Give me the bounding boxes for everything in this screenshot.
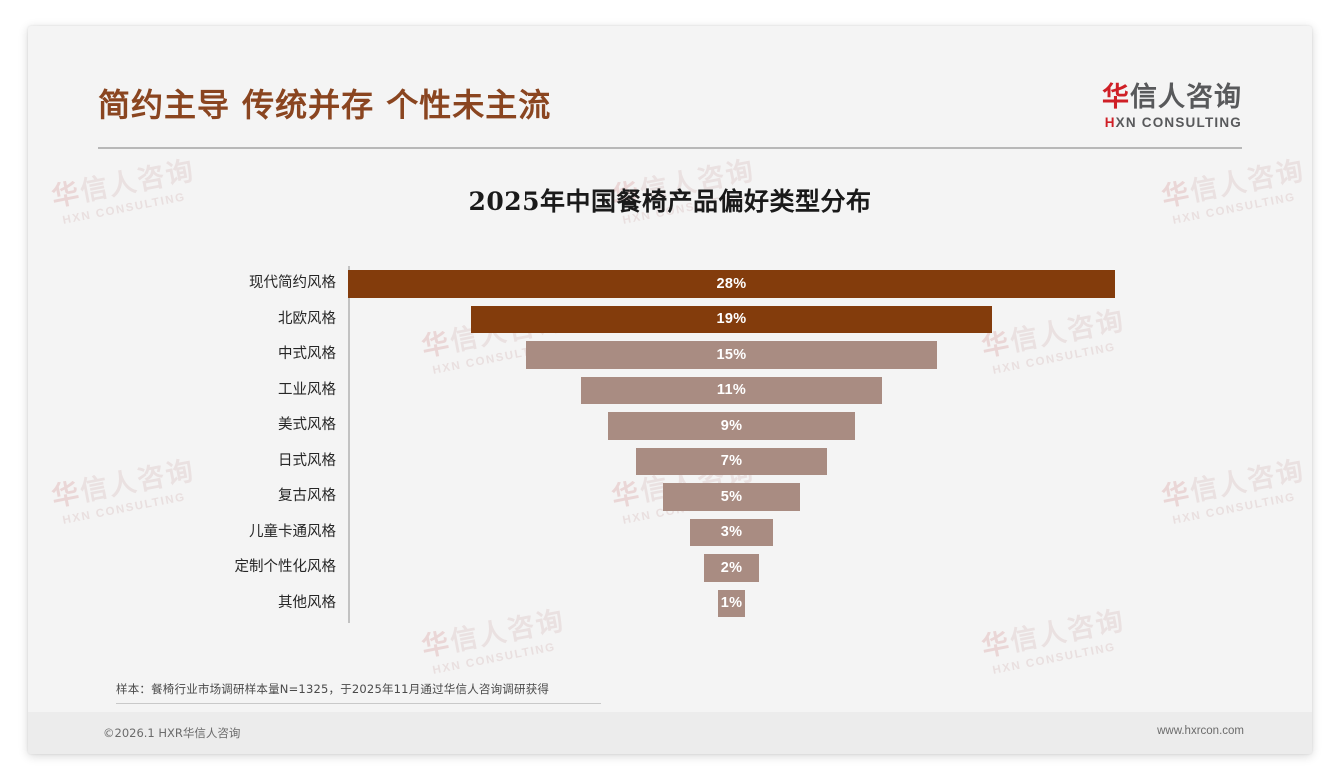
chart-category-label: 美式风格: [278, 417, 336, 433]
chart-bar-row: 现代简约风格 28%: [98, 266, 1242, 302]
chart-bar[interactable]: 2%: [704, 554, 759, 582]
logo-english-text: HXN CONSULTING: [1102, 115, 1242, 130]
logo-cn-rest: 信人咨询: [1130, 82, 1242, 113]
chart-bar-row: 中式风格 15%: [98, 337, 1242, 373]
chart-bar-value-label: 5%: [720, 488, 743, 505]
chart-category-label: 现代简约风格: [249, 275, 336, 291]
chart-bar[interactable]: 7%: [635, 447, 828, 475]
page-title: 简约主导 传统并存 个性未主流: [98, 86, 552, 124]
chart-bar[interactable]: 9%: [608, 412, 855, 440]
chart-bar[interactable]: 11%: [580, 376, 883, 404]
chart-bar-row: 美式风格 9%: [98, 408, 1242, 444]
chart-title: 2025年中国餐椅产品偏好类型分布: [468, 187, 872, 216]
chart-category-label: 北欧风格: [278, 310, 336, 327]
sample-footnote: 样本：餐椅行业市场调研样本量N=1325，于2025年11月通过华信人咨询调研获…: [116, 682, 550, 696]
chart-category-label: 定制个性化风格: [234, 559, 337, 575]
copyright-text: ©2026.1 HXR华信人咨询: [103, 726, 241, 740]
chart-bar-rows: 现代简约风格 28% 北欧风格 19% 中式风格 15% 工业风格 11% 美式风格 9% 日式风格…: [98, 266, 1242, 621]
chart-bar-value-label: 7%: [720, 453, 743, 470]
chart-bar-value-label: 9%: [720, 417, 743, 434]
chart-bar-row: 北欧风格 19%: [98, 302, 1242, 338]
chart-bar-row: 复古风格 5%: [98, 479, 1242, 515]
chart-category-label: 工业风格: [278, 381, 336, 398]
chart-bar-row: 其他风格 1%: [98, 586, 1242, 622]
chart-bar-value-label: 1%: [720, 595, 743, 612]
chart-bar-value-label: 15%: [716, 346, 747, 363]
chart-bar-value-label: 2%: [720, 559, 743, 576]
footnote-block: 样本：餐椅行业市场调研样本量N=1325，于2025年11月通过华信人咨询调研获…: [116, 681, 616, 704]
chart-bar-row: 工业风格 11%: [98, 373, 1242, 409]
slide-header: 简约主导 传统并存 个性未主流 华信人咨询 HXN CONSULTING: [98, 56, 1242, 149]
chart-category-label: 日式风格: [278, 452, 336, 469]
chart-bar-value-label: 28%: [716, 275, 747, 292]
chart-bar-row: 日式风格 7%: [98, 444, 1242, 480]
header-divider: [98, 147, 1242, 149]
slide-canvas: 华信人咨询 HXN CONSULTING 华信人咨询 HXN CONSULTING 华信…: [28, 26, 1312, 754]
website-url[interactable]: www.hxrcon.com: [1157, 725, 1244, 737]
chart-bar-value-label: 11%: [716, 382, 747, 399]
logo-en-rest: XN CONSULTING: [1115, 115, 1242, 131]
chart-container: 2025年中国餐椅产品偏好类型分布 现代简约风格 28% 北欧风格 19% 中式风格 15…: [98, 156, 1242, 676]
footnote-divider: [116, 703, 601, 704]
company-logo: 华信人咨询 HXN CONSULTING: [1102, 82, 1242, 130]
chart-category-label: 其他风格: [278, 594, 336, 611]
chart-bar-value-label: 3%: [720, 524, 743, 541]
chart-bar-row: 定制个性化风格 2%: [98, 550, 1242, 586]
logo-en-red-char: H: [1104, 115, 1116, 131]
chart-bar[interactable]: 19%: [471, 305, 992, 333]
chart-bar-row: 儿童卡通风格 3%: [98, 515, 1242, 551]
chart-category-label: 中式风格: [278, 346, 336, 362]
logo-cn-red-char: 华: [1102, 82, 1130, 113]
logo-chinese-text: 华信人咨询: [1102, 82, 1242, 113]
slide-footer-bar: ©2026.1 HXR华信人咨询 www.hxrcon.com: [28, 712, 1312, 754]
chart-bar-value-label: 19%: [716, 311, 747, 328]
chart-bar[interactable]: 15%: [526, 341, 937, 369]
chart-category-label: 儿童卡通风格: [249, 523, 336, 540]
chart-bar[interactable]: 1%: [717, 589, 746, 617]
chart-plot-area: 现代简约风格 28% 北欧风格 19% 中式风格 15% 工业风格 11% 美式风格 9% 日式风格…: [98, 266, 1242, 636]
chart-category-label: 复古风格: [278, 488, 336, 504]
chart-bar[interactable]: 5%: [663, 483, 800, 511]
chart-bar[interactable]: 28%: [348, 270, 1115, 298]
category-axis-line: [348, 266, 350, 623]
chart-bar[interactable]: 3%: [690, 518, 773, 546]
